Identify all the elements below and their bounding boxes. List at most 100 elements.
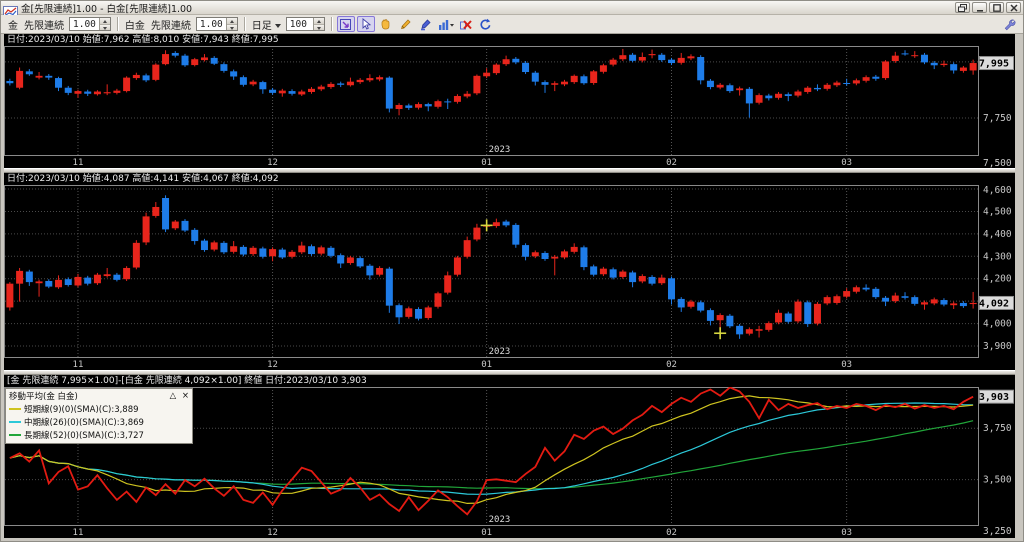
chart-panel-platinum: 日付:2023/03/10 始値:4,087 高値:4,141 安値:4,067… [4, 173, 1015, 370]
minimize-button[interactable] [972, 2, 987, 13]
gold-multiplier-spinner[interactable]: 1.00 [69, 17, 111, 31]
select-arrow-icon [362, 17, 372, 30]
last-price-tag [979, 295, 1014, 310]
plot-frame [4, 387, 979, 526]
delete-drawing-button[interactable] [457, 16, 475, 32]
wrench-icon [1004, 19, 1015, 30]
legend-swatch [9, 421, 21, 423]
window-title: 金[先限連続]1.00 - 白金[先限連続]1.00 [21, 3, 193, 15]
axis-price-label: 4,600 [983, 185, 1012, 196]
axis-price-label: 4,300 [983, 251, 1012, 262]
candles [6, 195, 977, 339]
legend-swatch [9, 434, 21, 436]
legend-title: 移動平均(金 白金) [9, 392, 78, 402]
month-tick-label: 12 [267, 360, 278, 370]
spin-down-icon[interactable] [99, 24, 110, 30]
spin-up-icon[interactable] [226, 18, 237, 25]
month-tick-label: 12 [267, 158, 278, 168]
last-price-value: 3,903 [979, 392, 1009, 403]
month-tick-label: 11 [73, 360, 84, 370]
legend-item-long: 長期線(52)(0)(SMA)(C):3,727 [9, 429, 189, 441]
platinum-ohlc-readout: 日付:2023/03/10 始値:4,087 高値:4,141 安値:4,067… [7, 174, 279, 184]
spin-up-icon[interactable] [313, 18, 324, 25]
month-tick-label: 12 [267, 528, 278, 538]
last-price-tag [979, 389, 1014, 404]
spread-readout: [金 先限連続 7,995×1.00]-[白金 先限連続 4,092×1.00]… [7, 376, 367, 386]
last-price-tag [979, 56, 1014, 71]
candles [6, 48, 977, 118]
gold-contract-label: 先限連続 [24, 20, 64, 32]
panel-splitter[interactable] [4, 168, 1015, 173]
pencil-tool-button[interactable] [397, 16, 415, 32]
chart-pointer-tool-icon [340, 18, 352, 30]
axis-price-label: 3,900 [983, 341, 1012, 352]
legend-collapse-button[interactable]: △ [169, 391, 177, 401]
spin-up-icon[interactable] [99, 18, 110, 25]
pan-hand-tool-button[interactable] [377, 16, 395, 32]
last-price-value: 7,995 [979, 59, 1009, 70]
axis-price-label: 3,750 [983, 423, 1012, 434]
platinum-symbol-label: 白金 [124, 20, 145, 32]
windows-switch-button[interactable] [955, 2, 970, 13]
month-tick-label: 01 [481, 360, 492, 370]
toolbar-separator [116, 17, 118, 31]
legend-close-button[interactable]: × [181, 391, 189, 401]
chart-pointer-tool-button[interactable] [336, 16, 355, 32]
bar-count-spinner[interactable]: 100 [285, 17, 325, 31]
spin-down-icon[interactable] [313, 24, 324, 30]
delete-red-x-icon [460, 19, 473, 29]
indicator-bars-icon [438, 19, 454, 30]
month-tick-label: 02 [666, 528, 677, 538]
axis-price-label: 7,750 [983, 113, 1012, 124]
month-tick-label: 03 [841, 158, 852, 168]
select-arrow-tool-button[interactable] [356, 16, 375, 32]
timeframe-dropdown[interactable]: 日足 [252, 17, 281, 32]
platinum-contract-label: 先限連続 [150, 20, 191, 32]
month-tick-label: 03 [841, 528, 852, 538]
year-label: 2023 [489, 347, 511, 357]
axis-price-label: 4,200 [983, 274, 1012, 285]
year-label: 2023 [489, 515, 511, 525]
toolbar: 金 先限連続 1.00 白金 先限連続 1.00 日足 100 [1, 15, 1023, 34]
chart-stack: 日付:2023/03/10 始値:7,962 高値:8,010 安値:7,943… [4, 34, 1015, 538]
chart-panel-spread: [金 先限連続 7,995×1.00]-[白金 先限連続 4,092×1.00]… [4, 375, 1015, 538]
platinum-candlestick-chart[interactable]: 11 12 01 2023 02 03 4,600 4,500 4,400 4,300 4,200 4… [4, 185, 1015, 370]
marker-tool-button[interactable] [417, 16, 435, 32]
gold-ohlc-readout: 日付:2023/03/10 始値:7,962 高値:8,010 安値:7,943… [7, 35, 279, 45]
reload-button[interactable] [477, 16, 495, 32]
settings-wrench-button[interactable] [1000, 16, 1018, 32]
chevron-down-icon [274, 23, 281, 28]
last-price-value: 4,092 [979, 298, 1009, 309]
month-tick-label: 02 [666, 360, 677, 370]
legend-swatch [9, 408, 21, 410]
month-tick-label: 01 [481, 528, 492, 538]
maximize-button[interactable] [989, 2, 1004, 13]
platinum-multiplier-spinner[interactable]: 1.00 [195, 17, 238, 31]
sma-mid-line [9, 402, 974, 495]
legend-item-short: 短期線(9)(0)(SMA)(C):3,889 [9, 403, 189, 415]
month-tick-label: 11 [73, 528, 84, 538]
plot-frame [4, 46, 979, 156]
axis-price-label: 3,250 [983, 526, 1012, 537]
chart-app-icon [3, 2, 18, 17]
chart-panel-gold: 日付:2023/03/10 始値:7,962 高値:8,010 安値:7,943… [4, 34, 1015, 168]
toolbar-separator [243, 17, 245, 31]
panel-splitter[interactable] [4, 370, 1015, 375]
marker-icon [421, 18, 431, 30]
plot-frame [4, 185, 979, 358]
spin-down-icon[interactable] [226, 24, 237, 30]
month-tick-label: 01 [481, 158, 492, 168]
month-tick-label: 11 [73, 158, 84, 168]
gold-symbol-label: 金 [8, 20, 18, 32]
pan-hand-icon [381, 18, 390, 29]
legend-item-mid: 中期線(26)(0)(SMA)(C):3,869 [9, 416, 189, 428]
month-tick-label: 02 [666, 158, 677, 168]
ma-legend: 移動平均(金 白金) △ × 短期線(9)(0)(SMA)(C):3,889 中… [5, 388, 193, 444]
axis-price-label: 4,500 [983, 206, 1012, 217]
close-button[interactable] [1006, 2, 1021, 13]
month-tick-label: 03 [841, 360, 852, 370]
indicator-menu-button[interactable] [437, 16, 455, 32]
spread-line [9, 387, 974, 516]
